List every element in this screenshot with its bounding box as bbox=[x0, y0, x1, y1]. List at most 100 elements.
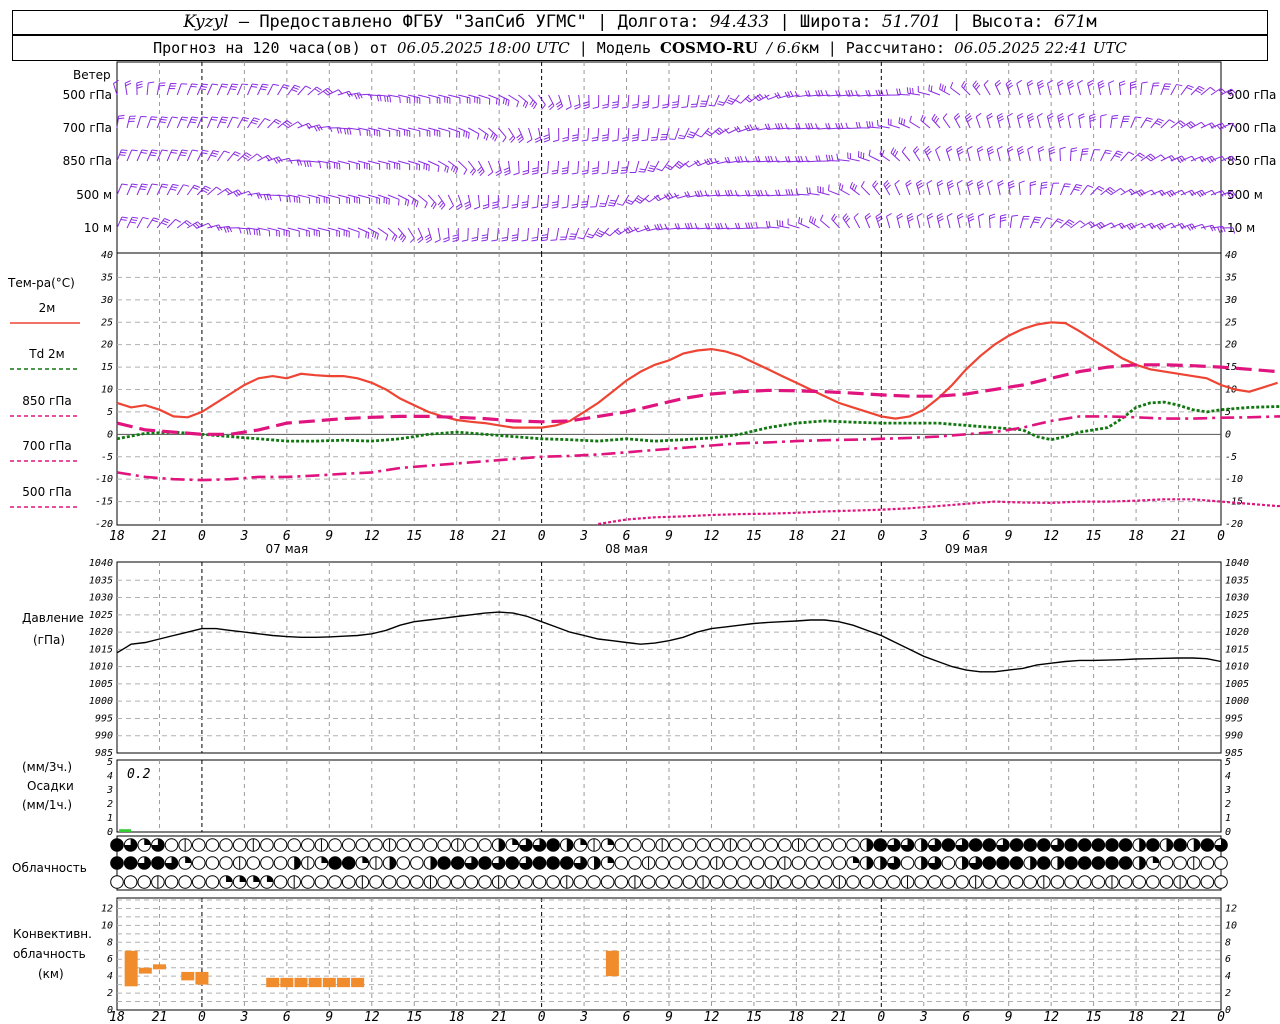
wind-barb bbox=[1220, 190, 1237, 199]
wind-barb bbox=[347, 227, 360, 238]
wind-barb bbox=[620, 160, 630, 174]
precip-max-label: 0.2 bbox=[127, 767, 151, 782]
wind-barb-shaft bbox=[1070, 220, 1081, 229]
wind-barb-feather bbox=[316, 86, 322, 91]
wind-barb-feather bbox=[131, 149, 138, 152]
cloud-circle bbox=[164, 838, 179, 852]
wind-barb bbox=[377, 227, 389, 241]
wind-barb-feather bbox=[926, 179, 933, 184]
wind-barb bbox=[1200, 86, 1216, 96]
wind-barb-shaft bbox=[847, 157, 860, 162]
wind-barb-feather bbox=[494, 135, 498, 142]
wind-barb-feather bbox=[1007, 84, 1014, 90]
conv-hour-label: 21 bbox=[152, 1010, 168, 1024]
cloud-circle bbox=[723, 875, 738, 889]
wind-barb bbox=[996, 112, 1004, 129]
wind-barb bbox=[583, 94, 590, 110]
wind-barb bbox=[377, 160, 391, 170]
temp-hour-label: 9 bbox=[325, 529, 333, 544]
wind-barb bbox=[447, 194, 455, 211]
wind-barb bbox=[487, 160, 494, 177]
wind-barb-shaft bbox=[1016, 116, 1021, 129]
wind-barb-feather bbox=[694, 160, 699, 167]
wind-barb-feather bbox=[136, 80, 143, 84]
wind-barb bbox=[136, 149, 148, 162]
wind-barb-feather bbox=[292, 86, 299, 90]
cloud-symbol bbox=[1105, 838, 1119, 852]
conv-hour-label: 9 bbox=[665, 1010, 673, 1024]
wind-barb-feather bbox=[840, 122, 844, 129]
wind-barb-feather bbox=[125, 82, 132, 87]
cloud-symbol bbox=[996, 856, 1010, 870]
cloud-circle bbox=[750, 875, 765, 889]
wind-barb-feather bbox=[541, 239, 548, 242]
wind-barb-shaft bbox=[156, 183, 163, 196]
cloud-circle bbox=[110, 875, 124, 889]
wind-barb bbox=[926, 213, 934, 229]
wind-barb-feather bbox=[855, 121, 859, 129]
cloud-circle bbox=[205, 875, 220, 889]
wind-barb bbox=[601, 160, 610, 175]
wind-barb bbox=[976, 146, 984, 162]
cloud-symbol bbox=[314, 838, 329, 852]
wind-barb-shaft bbox=[667, 94, 670, 108]
wind-barb-feather bbox=[684, 223, 688, 230]
wind-barb-feather bbox=[326, 162, 329, 169]
wind-barb-feather bbox=[336, 127, 340, 134]
cloud-symbol bbox=[709, 838, 724, 852]
wind-barb bbox=[428, 127, 441, 137]
wind-barb-feather bbox=[384, 95, 386, 102]
cloud-fill bbox=[880, 856, 887, 870]
wind-barb-feather bbox=[1063, 185, 1070, 188]
cloud-symbol bbox=[832, 875, 847, 889]
wind-barb-shaft bbox=[427, 160, 440, 167]
wind-barb-feather bbox=[1160, 154, 1166, 160]
wind-barb-feather bbox=[510, 137, 516, 143]
wind-barb bbox=[126, 115, 136, 129]
wind-barb bbox=[277, 84, 290, 96]
wind-barb-shaft bbox=[508, 94, 519, 102]
wind-barb-shaft bbox=[1060, 219, 1070, 229]
cloud-symbol bbox=[791, 838, 806, 852]
wind-barb-feather bbox=[592, 106, 599, 109]
cloud-circle bbox=[600, 875, 615, 889]
wind-barb-feather bbox=[648, 167, 655, 170]
cloud-symbol bbox=[314, 875, 329, 889]
wind-barb-feather bbox=[481, 239, 488, 242]
wind-barb bbox=[868, 149, 880, 162]
wind-barb-feather bbox=[947, 182, 954, 187]
wind-barb-feather bbox=[662, 103, 669, 106]
wind-barb-shaft bbox=[126, 116, 131, 129]
wind-barb-shaft bbox=[849, 187, 860, 196]
wind-barb-feather bbox=[592, 169, 599, 172]
wind-barb-feather bbox=[213, 150, 220, 153]
pressure-ytick-right: 990 bbox=[1225, 731, 1243, 742]
wind-barb-feather bbox=[1027, 113, 1033, 117]
wind-barb bbox=[237, 152, 252, 162]
wind-barb bbox=[492, 194, 499, 209]
wind-barb-feather bbox=[1070, 149, 1077, 153]
wind-barb-feather bbox=[581, 172, 588, 175]
wind-barb-feather bbox=[912, 88, 914, 95]
wind-barb-feather bbox=[424, 202, 428, 209]
wind-barb bbox=[887, 118, 900, 129]
wind-barb bbox=[565, 94, 572, 110]
wind-barb-feather bbox=[212, 83, 219, 86]
wind-barb-feather bbox=[681, 106, 688, 109]
wind-barb-shaft bbox=[916, 216, 921, 229]
wind-barb-shaft bbox=[842, 217, 851, 229]
wind-barb-feather bbox=[942, 113, 948, 119]
wind-barb-feather bbox=[243, 154, 250, 159]
wind-barb-feather bbox=[987, 180, 993, 184]
wind-barb-feather bbox=[511, 234, 519, 237]
wind-barb-feather bbox=[443, 239, 450, 243]
wind-barb-feather bbox=[222, 83, 229, 86]
cloud-circle bbox=[396, 875, 411, 889]
temp-ytick-right: 25 bbox=[1225, 317, 1237, 328]
wind-barb-shaft bbox=[901, 151, 911, 162]
wind-barb bbox=[926, 179, 933, 196]
wind-barb-feather bbox=[192, 224, 198, 230]
wind-barb bbox=[247, 227, 261, 236]
conv-bar bbox=[308, 977, 322, 988]
wind-barb-feather bbox=[674, 192, 678, 199]
